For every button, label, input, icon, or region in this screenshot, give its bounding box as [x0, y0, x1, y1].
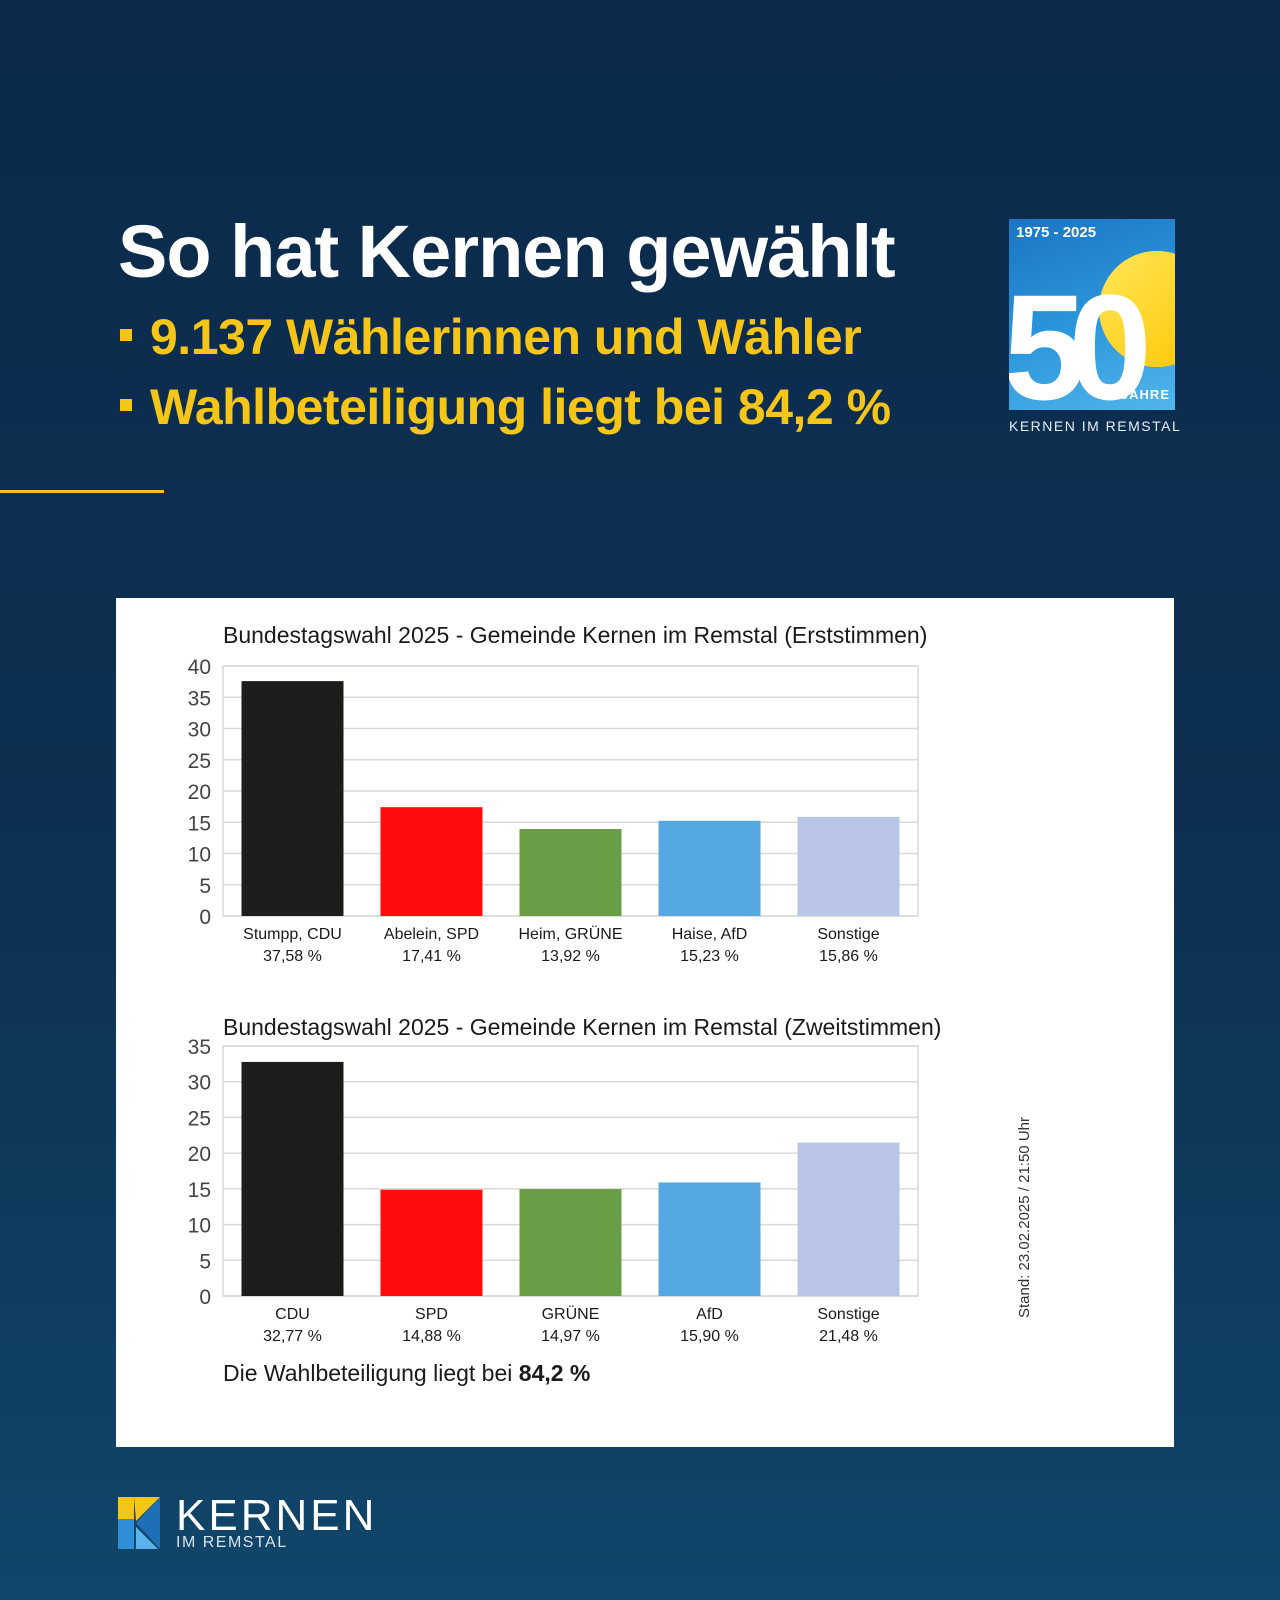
chart-title-erststimmen: Bundestagswahl 2025 - Gemeinde Kernen im… — [223, 622, 928, 648]
y-tick-label: 0 — [199, 1286, 211, 1309]
y-tick-label: 5 — [199, 875, 211, 898]
y-tick-label: 40 — [188, 658, 211, 679]
y-tick-label: 15 — [188, 1179, 211, 1202]
stand-timestamp: Stand: 23.02.2025 / 21:50 Uhr — [1016, 1117, 1033, 1318]
x-tick-label: CDU — [275, 1306, 310, 1323]
y-tick-label: 20 — [188, 1143, 211, 1166]
x-tick-label: Haise, AfD — [672, 926, 748, 943]
y-tick-label: 10 — [188, 844, 211, 867]
y-tick-label: 5 — [199, 1250, 211, 1273]
x-tick-label: SPD — [415, 1306, 448, 1323]
x-tick-label: Sonstige — [817, 926, 879, 943]
data-label: 15,90 % — [680, 1328, 739, 1345]
y-tick-label: 15 — [188, 812, 211, 835]
x-tick-label: Stumpp, CDU — [243, 926, 342, 943]
data-label: 21,48 % — [819, 1328, 878, 1345]
data-label: 14,88 % — [402, 1328, 461, 1345]
x-tick-label: Heim, GRÜNE — [518, 925, 622, 943]
data-label: 32,77 % — [263, 1328, 322, 1345]
y-tick-label: 35 — [188, 1038, 211, 1059]
bar — [797, 1142, 900, 1296]
chart-erststimmen: 0 5 10 15 20 25 30 35 40 Stumpp, CDU 37,58 % Abelei… — [188, 658, 919, 965]
chart-title-zweitstimmen: Bundestagswahl 2025 - Gemeinde Kernen im… — [223, 1014, 942, 1040]
y-tick-label: 20 — [188, 781, 211, 804]
anniversary-logo: 50 1975 - 2025 JAHRE KERNEN IM REMSTAL — [1009, 219, 1182, 434]
data-label: 17,41 % — [402, 948, 461, 965]
y-tick-label: 35 — [188, 687, 211, 710]
bullet-square-icon — [120, 398, 132, 411]
anniversary-jahre: JAHRE — [1120, 387, 1170, 402]
data-label: 13,92 % — [541, 948, 600, 965]
bar — [658, 820, 761, 916]
x-tick-label: Abelein, SPD — [384, 926, 479, 943]
anniversary-years: 1975 - 2025 — [1016, 224, 1097, 241]
bar — [241, 1061, 344, 1296]
sun-gradient — [1099, 251, 1175, 367]
data-label: 37,58 % — [263, 948, 322, 965]
bar — [380, 1189, 483, 1296]
bullet-square-icon — [120, 328, 132, 341]
kernen-logo-icon — [118, 1497, 160, 1549]
anniversary-caption: KERNEN IM REMSTAL — [1009, 418, 1182, 434]
y-tick-label: 25 — [188, 750, 211, 773]
y-tick-label: 25 — [188, 1107, 211, 1130]
data-label: 15,86 % — [819, 948, 878, 965]
data-label: 15,23 % — [680, 948, 739, 965]
bullet-turnout: Wahlbeteiligung liegt bei 84,2 % — [120, 372, 891, 442]
x-tick-label: AfD — [696, 1306, 723, 1323]
gold-divider — [0, 490, 164, 493]
turnout-line: Die Wahlbeteiligung liegt bei 84,2 % — [223, 1360, 590, 1387]
data-label: 14,97 % — [541, 1328, 600, 1345]
headline-bullets: 9.137 Wählerinnen und Wähler Wahlbeteili… — [120, 302, 891, 442]
y-tick-label: 10 — [188, 1215, 211, 1238]
chart-zweitstimmen: 0 5 10 15 20 25 30 35 CDU 32,77 % SPD 14,88 % GRÜNE 1… — [188, 1038, 919, 1345]
bar — [241, 681, 344, 916]
turnout-prefix: Die Wahlbeteiligung liegt bei — [223, 1360, 513, 1386]
x-tick-label: GRÜNE — [542, 1305, 600, 1323]
bullet-voters-text: 9.137 Wählerinnen und Wähler — [150, 309, 862, 365]
y-tick-label: 0 — [199, 906, 211, 929]
bar — [519, 829, 622, 916]
chart-card: Bundestagswahl 2025 - Gemeinde Kernen im… — [116, 598, 1174, 1447]
y-tick-label: 30 — [188, 719, 211, 742]
bullet-turnout-text: Wahlbeteiligung liegt bei 84,2 % — [150, 379, 891, 435]
bar — [797, 816, 900, 916]
bar — [519, 1189, 622, 1296]
y-tick-label: 30 — [188, 1072, 211, 1095]
bullet-voters: 9.137 Wählerinnen und Wähler — [120, 302, 891, 372]
bar — [658, 1182, 761, 1296]
footer-brand-sub: IM REMSTAL — [176, 1534, 288, 1551]
page-title: So hat Kernen gewählt — [118, 210, 896, 293]
bar — [380, 807, 483, 916]
footer-brand-name: KERNEN — [176, 1491, 378, 1540]
turnout-value: 84,2 % — [518, 1360, 591, 1386]
fifty-graphic-icon: 50 — [1009, 251, 1175, 410]
x-tick-label: Sonstige — [817, 1306, 879, 1323]
anniversary-badge: 50 1975 - 2025 JAHRE — [1009, 219, 1175, 410]
